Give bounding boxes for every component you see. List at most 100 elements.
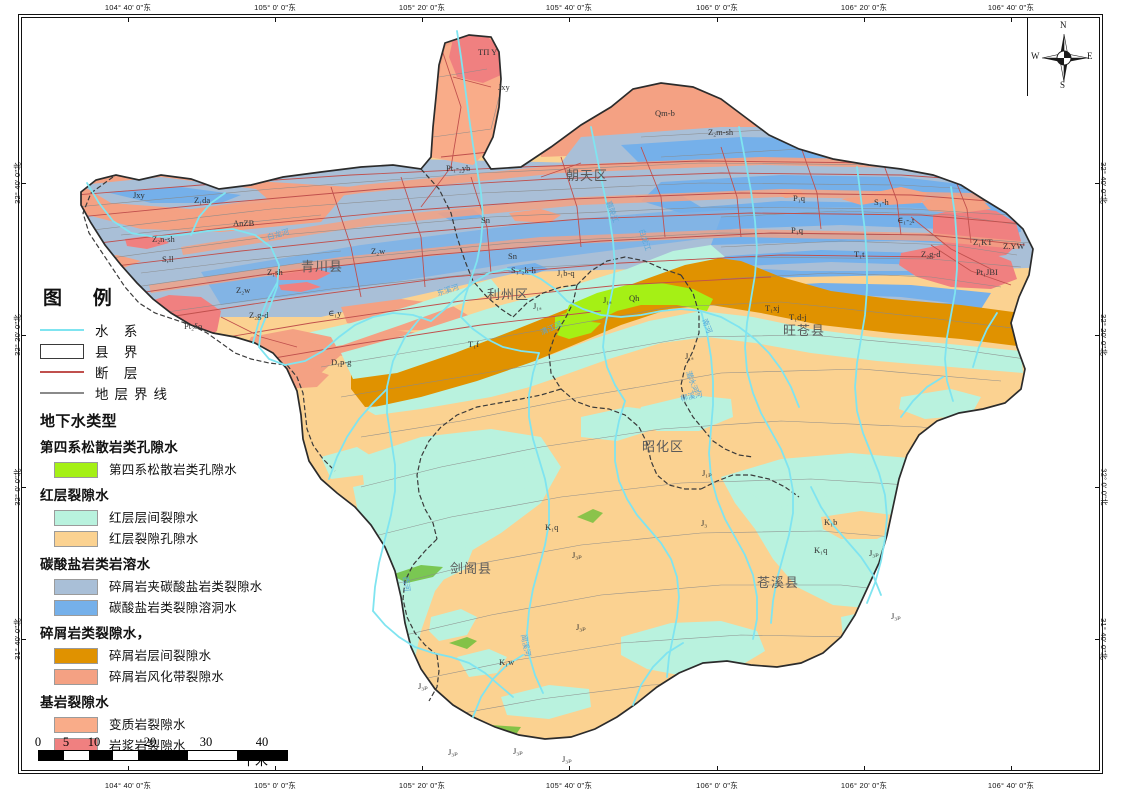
color-swatch-icon: [54, 509, 98, 526]
svg-text:Jxy: Jxy: [498, 82, 511, 92]
legend-item-2[interactable]: 县 界: [40, 340, 290, 361]
compass-west-label: W: [1031, 51, 1040, 61]
svg-text:J₁b-q: J₁b-q: [557, 268, 575, 278]
legend-item-1[interactable]: 水 系: [40, 319, 290, 340]
legend-symbol-list: 水 系县 界断 层地层界线: [40, 319, 290, 403]
scale-tick-label: 10: [87, 735, 101, 749]
svg-text:苍溪县: 苍溪县: [757, 575, 799, 590]
graticule-tick: [422, 17, 423, 22]
scale-segment: [187, 751, 238, 760]
svg-text:西河: 西河: [401, 576, 412, 593]
svg-text:J₃ₚ: J₃ₚ: [418, 681, 428, 691]
svg-text:S,ll: S,ll: [162, 254, 174, 264]
graticule-tick: [21, 487, 26, 488]
color-swatch-icon: [54, 716, 98, 733]
svg-text:闻溪河: 闻溪河: [519, 633, 534, 658]
legend-swatch-row[interactable]: 碳酸盐岩类裂隙溶洞水: [40, 596, 290, 617]
scale-segment: [237, 751, 287, 760]
svg-text:朝天区: 朝天区: [566, 168, 608, 183]
svg-text:J₃ₚ: J₃ₚ: [576, 622, 586, 632]
svg-text:∈₁-₂t: ∈₁-₂t: [897, 215, 915, 225]
scale-tick-label: 20: [143, 735, 157, 749]
hydrogeology-map[interactable]: 青川县 朝天区 利州区 旺苍县 昭化区 剑阁县 苍溪县 Jxy Z₁da AnZB…: [21, 17, 1100, 771]
svg-text:Sn: Sn: [508, 251, 518, 261]
compass-south-label: S: [1060, 80, 1066, 90]
svg-text:Z₁da: Z₁da: [194, 195, 210, 205]
legend-item-label: 断 层: [95, 365, 144, 381]
map-neatline-inner: [21, 17, 1100, 771]
graticule-tick: [1095, 487, 1100, 488]
graticule-label: 106° 40' 0"东: [987, 781, 1035, 790]
legend-swatch-label: 岩浆岩裂隙水: [109, 739, 186, 753]
svg-text:青川县: 青川县: [301, 259, 343, 274]
legend-group-heading: 碳酸盐岩类岩溶水: [40, 557, 151, 572]
graticule-label: 104° 40' 0"东: [104, 3, 152, 12]
svg-text:Z₂g-d: Z₂g-d: [921, 249, 941, 259]
graticule-tick: [21, 639, 26, 640]
graticule-label: 105° 0' 0"东: [254, 781, 296, 790]
graticule-tick: [1011, 17, 1012, 22]
legend-swatch-row[interactable]: 变质岩裂隙水: [40, 713, 290, 734]
line-swatch-icon: [40, 386, 84, 400]
graticule-tick: [1095, 335, 1100, 336]
svg-text:J₃ₚ: J₃ₚ: [572, 550, 582, 560]
graticule-tick: [717, 766, 718, 771]
svg-text:J₃ₚ: J₃ₚ: [513, 746, 523, 756]
legend-swatch-row[interactable]: 碎屑岩层间裂隙水: [40, 644, 290, 665]
svg-text:Z₂w: Z₂w: [236, 285, 251, 295]
svg-text:Z₁sh: Z₁sh: [267, 267, 283, 277]
legend-title: 图 例: [43, 288, 125, 309]
scale-segment: [63, 751, 89, 760]
scale-bar-ticks: 0 5 10 20 30 40: [35, 735, 288, 750]
legend-swatch-label: 红层层间裂隙水: [109, 511, 199, 525]
svg-text:利州区: 利州区: [487, 287, 529, 302]
svg-text:J₃ₚ: J₃ₚ: [891, 611, 901, 621]
graticule-tick: [21, 183, 26, 184]
fault-lines: [81, 46, 1033, 368]
graticule-label: 105° 40' 0"东: [545, 3, 593, 12]
compass-east-label: E: [1087, 51, 1093, 61]
svg-text:Jxy: Jxy: [133, 190, 146, 200]
svg-text:Z.YW: Z.YW: [1003, 241, 1024, 251]
legend-swatch-row[interactable]: 红层裂隙孔隙水: [40, 527, 290, 548]
legend-swatch-row[interactable]: 岩浆岩裂隙水: [40, 734, 290, 755]
svg-text:AnZB: AnZB: [233, 218, 255, 228]
legend-swatch-row[interactable]: 红层层间裂隙水: [40, 506, 290, 527]
svg-text:J₁ₚ: J₁ₚ: [702, 468, 712, 478]
line-swatch-icon: [40, 323, 84, 337]
svg-text:J₁ₐ: J₁ₐ: [533, 301, 542, 311]
legend-group-list: 第四系松散岩类孔隙水 第四系松散岩类孔隙水 红层裂隙水 红层层间裂隙水 红层裂隙孔隙水碳…: [40, 436, 290, 755]
color-swatch-icon: [54, 668, 98, 685]
scale-segment: [88, 751, 114, 760]
legend-swatch-row[interactable]: 第四系松散岩类孔隙水: [40, 458, 290, 479]
graticule-label: 106° 20' 0"东: [840, 781, 888, 790]
svg-text:K₁b: K₁b: [824, 517, 837, 527]
legend-swatch-label: 红层裂隙孔隙水: [109, 532, 199, 546]
legend-swatch-label: 碎屑岩风化带裂隙水: [109, 670, 225, 684]
scale-tick-label: 30: [199, 735, 213, 749]
legend-swatch-row[interactable]: 碎屑岩夹碳酸盐岩类裂隙水: [40, 575, 290, 596]
graticule-tick: [1011, 766, 1012, 771]
svg-text:S₁-₂k-h: S₁-₂k-h: [511, 265, 537, 275]
graticule-tick: [275, 17, 276, 22]
legend-swatch-label: 第四系松散岩类孔隙水: [109, 463, 238, 477]
scale-bar: 0 5 10 20 30 40 千米: [35, 735, 288, 768]
legend-item-label: 水 系: [95, 323, 144, 339]
svg-text:Pt₂δο: Pt₂δο: [184, 321, 202, 331]
legend-item-3[interactable]: 断 层: [40, 361, 290, 382]
svg-text:P₁q: P₁q: [793, 193, 806, 203]
legend-item-label: 县 界: [95, 344, 144, 360]
svg-text:K₁q: K₁q: [545, 522, 559, 532]
svg-text:J₃: J₃: [701, 518, 707, 528]
legend-item-4[interactable]: 地层界线: [40, 382, 290, 403]
legend-group-heading: 第四系松散岩类孔隙水: [40, 440, 178, 455]
svg-text:T₁t: T₁t: [854, 249, 865, 259]
svg-text:Pt₁-₂yb: Pt₁-₂yb: [446, 163, 470, 173]
svg-text:Qm-b: Qm-b: [655, 108, 675, 118]
graticule-tick: [569, 766, 570, 771]
legend-panel: 图 例 水 系县 界断 层地层界线 地下水类型 第四系松散岩类孔隙水 第四系松散岩…: [40, 283, 290, 755]
graticule-label: 105° 0' 0"东: [254, 3, 296, 12]
color-swatch-icon: [54, 461, 98, 478]
legend-swatch-row[interactable]: 碎屑岩风化带裂隙水: [40, 665, 290, 686]
geology-unit-codes: Jxy Z₁da AnZB Z₂n-sh S,ll Z₁sh Z₂w Z₂g-d Pt₂…: [133, 47, 1024, 764]
